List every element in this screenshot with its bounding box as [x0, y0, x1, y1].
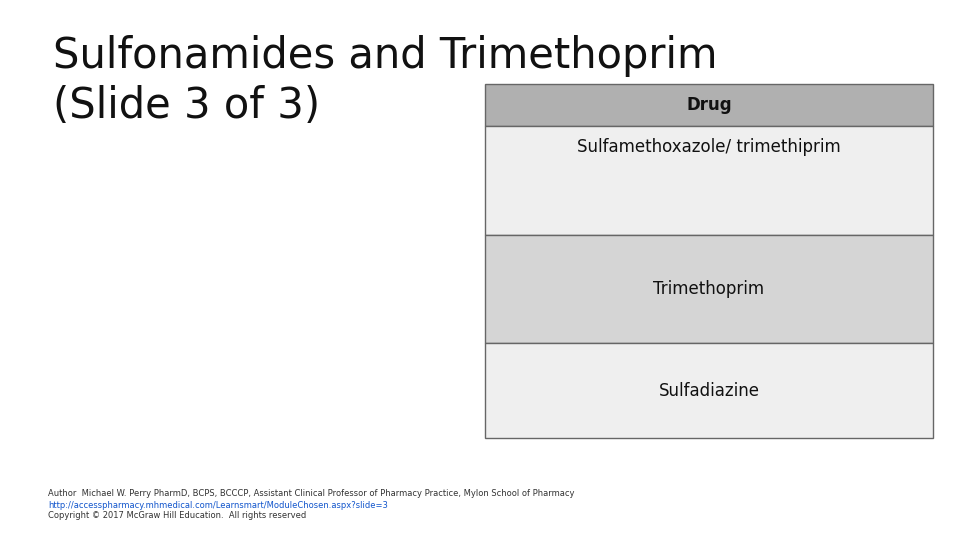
Text: Sulfonamides and Trimethoprim
(Slide 3 of 3): Sulfonamides and Trimethoprim (Slide 3 o…: [53, 35, 717, 127]
Text: http://accesspharmacy.mhmedical.com/Learnsmart/ModuleChosen.aspx?slide=3: http://accesspharmacy.mhmedical.com/Lear…: [48, 501, 388, 510]
Text: Sulfadiazine: Sulfadiazine: [659, 382, 759, 400]
Text: Trimethoprim: Trimethoprim: [654, 280, 764, 298]
Text: Author  Michael W. Perry PharmD, BCPS, BCCCP, Assistant Clinical Professor of Ph: Author Michael W. Perry PharmD, BCPS, BC…: [48, 489, 574, 498]
Text: Copyright © 2017 McGraw Hill Education.  All rights reserved: Copyright © 2017 McGraw Hill Education. …: [48, 511, 306, 521]
Text: Drug: Drug: [686, 96, 732, 114]
Text: Sulfamethoxazole/ trimethiprim: Sulfamethoxazole/ trimethiprim: [577, 138, 841, 156]
